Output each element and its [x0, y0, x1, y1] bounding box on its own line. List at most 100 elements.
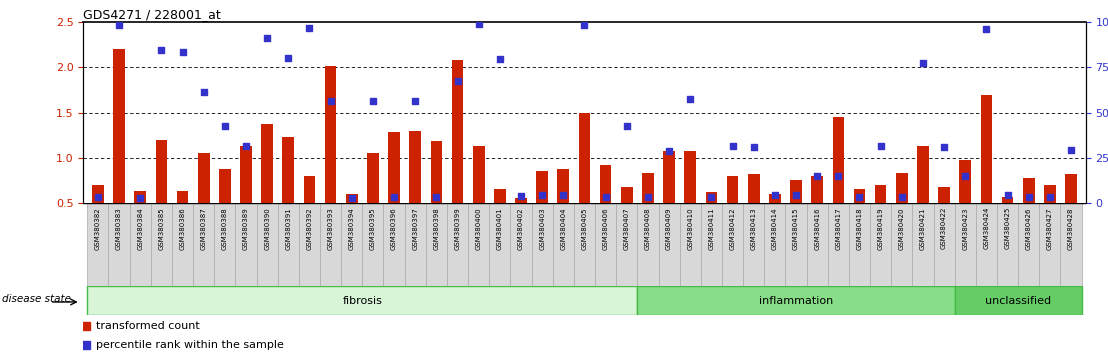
- Text: GSM380415: GSM380415: [793, 207, 799, 250]
- Bar: [637, 286, 955, 315]
- Text: GSM380416: GSM380416: [814, 207, 820, 250]
- Point: [216, 123, 234, 129]
- Bar: [283, 137, 294, 203]
- Bar: [304, 176, 316, 203]
- Point: [386, 194, 403, 199]
- Text: GSM380389: GSM380389: [243, 207, 249, 250]
- Bar: [765, 203, 786, 286]
- Bar: [261, 124, 273, 203]
- Bar: [1023, 178, 1035, 203]
- Text: GSM380427: GSM380427: [1047, 207, 1053, 250]
- Bar: [976, 203, 997, 286]
- Bar: [155, 139, 167, 203]
- Point: [597, 194, 615, 199]
- Bar: [706, 192, 717, 203]
- Point: [533, 192, 551, 198]
- Bar: [325, 65, 337, 203]
- Bar: [643, 173, 654, 203]
- Point: [470, 21, 488, 27]
- Text: GSM380423: GSM380423: [962, 207, 968, 250]
- Point: [491, 57, 509, 62]
- Point: [977, 26, 995, 32]
- Bar: [341, 203, 362, 286]
- Bar: [1018, 203, 1039, 286]
- Bar: [214, 203, 235, 286]
- Point: [724, 143, 741, 149]
- Bar: [447, 203, 468, 286]
- Text: GSM380408: GSM380408: [645, 207, 650, 250]
- Text: GSM380414: GSM380414: [772, 207, 778, 250]
- Point: [745, 144, 762, 150]
- Text: GSM380395: GSM380395: [370, 207, 376, 250]
- Bar: [599, 165, 612, 203]
- Text: unclassified: unclassified: [985, 296, 1051, 306]
- Text: GSM380410: GSM380410: [687, 207, 694, 250]
- Bar: [88, 286, 637, 315]
- Text: GSM380397: GSM380397: [412, 207, 418, 250]
- Text: GSM380405: GSM380405: [582, 207, 587, 250]
- Bar: [130, 203, 151, 286]
- Bar: [832, 117, 844, 203]
- Text: GSM380402: GSM380402: [519, 207, 524, 250]
- Bar: [875, 185, 886, 203]
- Text: GSM380386: GSM380386: [179, 207, 185, 250]
- Bar: [912, 203, 934, 286]
- Bar: [410, 131, 421, 203]
- Text: GSM380382: GSM380382: [95, 207, 101, 250]
- Point: [935, 144, 953, 150]
- Point: [174, 49, 192, 55]
- Bar: [92, 185, 104, 203]
- Text: GSM380390: GSM380390: [264, 207, 270, 250]
- Text: GSM380398: GSM380398: [433, 207, 440, 250]
- Bar: [727, 176, 738, 203]
- Bar: [362, 203, 383, 286]
- Bar: [113, 49, 125, 203]
- Bar: [452, 60, 463, 203]
- Text: GSM380396: GSM380396: [391, 207, 397, 250]
- Text: GSM380420: GSM380420: [899, 207, 905, 250]
- Point: [132, 195, 150, 201]
- Text: GSM380413: GSM380413: [751, 207, 757, 250]
- Bar: [431, 142, 442, 203]
- Bar: [134, 191, 146, 203]
- Point: [1042, 194, 1059, 199]
- Point: [872, 143, 890, 149]
- Bar: [383, 203, 404, 286]
- Bar: [769, 194, 781, 203]
- Bar: [490, 203, 511, 286]
- Bar: [240, 146, 252, 203]
- Point: [195, 89, 213, 95]
- Text: GSM380428: GSM380428: [1068, 207, 1074, 250]
- Text: transformed count: transformed count: [95, 321, 199, 331]
- Bar: [553, 203, 574, 286]
- Bar: [853, 189, 865, 203]
- Bar: [88, 203, 109, 286]
- Bar: [891, 203, 912, 286]
- Bar: [172, 203, 193, 286]
- Text: GSM380385: GSM380385: [158, 207, 164, 250]
- Bar: [109, 203, 130, 286]
- Bar: [786, 203, 807, 286]
- Text: inflammation: inflammation: [759, 296, 833, 306]
- Point: [1063, 147, 1080, 153]
- Bar: [790, 180, 802, 203]
- Text: GSM380392: GSM380392: [307, 207, 312, 250]
- Point: [342, 195, 360, 201]
- Text: GSM380422: GSM380422: [941, 207, 947, 249]
- Text: GSM380421: GSM380421: [920, 207, 926, 250]
- Bar: [532, 203, 553, 286]
- Bar: [748, 174, 759, 203]
- Bar: [511, 203, 532, 286]
- Point: [787, 192, 804, 198]
- Text: GSM380417: GSM380417: [835, 207, 841, 250]
- Point: [702, 195, 720, 200]
- Bar: [917, 146, 929, 203]
- Bar: [849, 203, 870, 286]
- Text: GSM380407: GSM380407: [624, 207, 629, 250]
- Bar: [176, 191, 188, 203]
- Text: GSM380394: GSM380394: [349, 207, 355, 250]
- Text: GSM380409: GSM380409: [666, 207, 673, 250]
- Text: GSM380393: GSM380393: [328, 207, 334, 250]
- Point: [110, 22, 127, 28]
- Bar: [193, 203, 214, 286]
